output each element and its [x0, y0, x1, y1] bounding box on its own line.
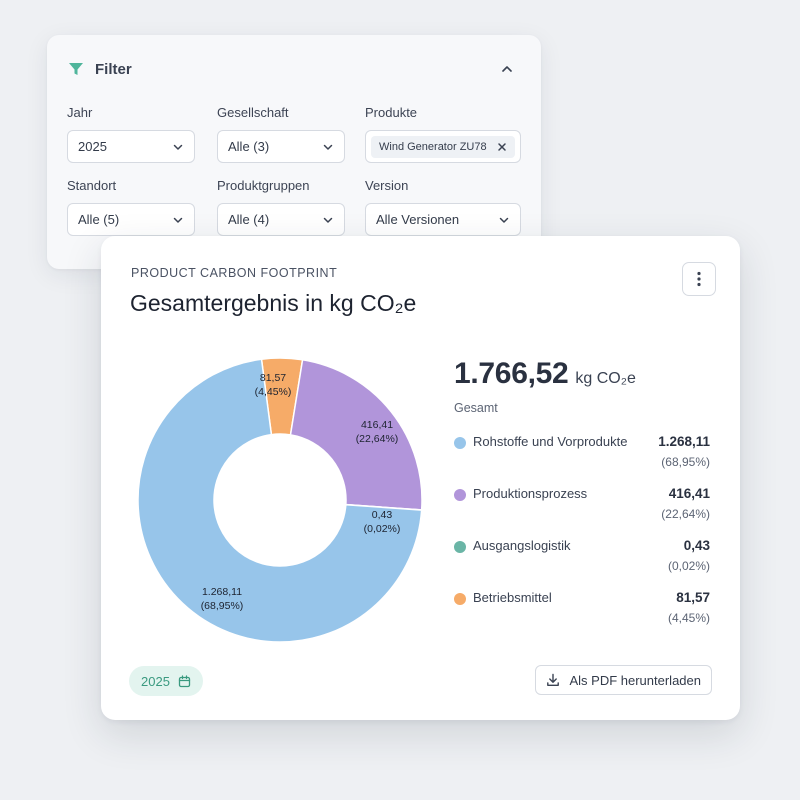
- select-value: 2025: [78, 139, 107, 154]
- legend-item: Rohstoffe und Vorprodukte 1.268,11 (68,9…: [454, 434, 710, 474]
- field-label: Version: [365, 178, 409, 193]
- collapse-button[interactable]: [497, 59, 517, 79]
- field-label: Gesellschaft: [217, 105, 289, 120]
- download-pdf-label: Als PDF herunterladen: [569, 672, 701, 688]
- legend-item: Ausgangslogistik 0,43 (0,02%): [454, 538, 710, 578]
- legend-dot: [454, 593, 466, 605]
- chevron-down-icon: [499, 217, 509, 223]
- card-title: Gesamtergebnis in kg CO₂e: [130, 290, 417, 316]
- donut-slice[interactable]: [137, 358, 423, 643]
- total-label: Gesamt: [454, 401, 498, 415]
- filter-header: Filter: [67, 59, 521, 79]
- select-value: Alle (5): [78, 212, 120, 227]
- chevron-down-icon: [323, 217, 333, 223]
- chevron-down-icon: [323, 144, 333, 150]
- legend-item: Betriebsmittel 81,57 (4,45%): [454, 590, 710, 630]
- produktgruppen-select[interactable]: Alle (4): [217, 203, 345, 236]
- gesellschaft-select[interactable]: Alle (3): [217, 130, 345, 163]
- chevron-down-icon: [173, 144, 183, 150]
- jahr-select[interactable]: 2025: [67, 130, 195, 163]
- standort-select[interactable]: Alle (5): [67, 203, 195, 236]
- field-jahr: Jahr 2025: [67, 105, 195, 163]
- legend-label: Ausgangslogistik: [473, 538, 571, 553]
- calendar-icon: [178, 674, 191, 687]
- total-unit: kg CO₂e: [575, 370, 636, 387]
- field-label: Produkte: [365, 105, 418, 120]
- legend-percent: (68,95%): [661, 455, 710, 469]
- legend-percent: (4,45%): [667, 611, 710, 625]
- field-standort: Standort Alle (5): [67, 178, 195, 236]
- legend-percent: (0,02%): [667, 559, 710, 573]
- chevron-down-icon: [173, 217, 183, 223]
- legend-dot: [454, 437, 466, 449]
- field-produktgruppen: Produktgruppen Alle (4): [217, 178, 345, 236]
- legend-label: Rohstoffe und Vorprodukte: [473, 434, 628, 449]
- chevron-up-icon: [502, 66, 512, 72]
- legend-value: 416,41: [668, 486, 710, 501]
- filter-title: Filter: [95, 60, 132, 78]
- chip-label: Wind Generator ZU78: [379, 140, 487, 153]
- select-value: Alle (3): [228, 139, 270, 154]
- produkte-multiselect[interactable]: Wind Generator ZU78: [365, 130, 521, 163]
- card-kicker: PRODUCT CARBON FOOTPRINT: [131, 266, 338, 280]
- field-version: Version Alle Versionen: [365, 178, 521, 236]
- download-pdf-button[interactable]: Als PDF herunterladen: [535, 665, 712, 695]
- product-chip: Wind Generator ZU78: [371, 135, 515, 158]
- legend-percent: (22,64%): [661, 507, 710, 521]
- total-value: 1.766,52: [454, 357, 569, 390]
- filter-icon: [69, 63, 83, 75]
- field-produkte: Produkte Wind Generator ZU78: [365, 105, 521, 163]
- legend-label: Betriebsmittel: [473, 590, 552, 605]
- legend-dot: [454, 489, 466, 501]
- field-label: Standort: [67, 178, 117, 193]
- year-badge[interactable]: 2025: [129, 666, 203, 696]
- field-label: Jahr: [67, 105, 93, 120]
- donut-slice[interactable]: [289, 358, 423, 511]
- close-icon[interactable]: [497, 142, 507, 152]
- legend-label: Produktionsprozess: [473, 486, 588, 501]
- select-value: Alle (4): [228, 212, 270, 227]
- filter-panel: Filter Jahr 2025 Gesellschaft Alle (3) P…: [47, 35, 541, 269]
- field-label: Produktgruppen: [217, 178, 310, 193]
- year-badge-label: 2025: [141, 673, 170, 689]
- legend-item: Produktionsprozess 416,41 (22,64%): [454, 486, 710, 526]
- download-icon: [547, 673, 560, 686]
- legend-value: 0,43: [683, 538, 710, 553]
- total: 1.766,52 kg CO₂e: [454, 357, 636, 391]
- more-options-button[interactable]: [682, 262, 716, 296]
- version-select[interactable]: Alle Versionen: [365, 203, 521, 236]
- legend-value: 81,57: [676, 590, 710, 605]
- pcf-card: PRODUCT CARBON FOOTPRINT Gesamtergebnis …: [101, 236, 740, 720]
- legend-dot: [454, 541, 466, 553]
- legend-value: 1.268,11: [658, 434, 710, 449]
- field-gesellschaft: Gesellschaft Alle (3): [217, 105, 345, 163]
- select-value: Alle Versionen: [376, 212, 460, 227]
- more-vertical-icon: [697, 271, 701, 287]
